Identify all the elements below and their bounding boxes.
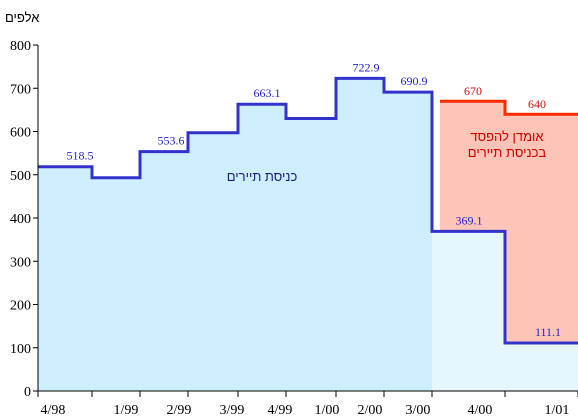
x-tick-label: 3/99 [220,403,245,418]
loss-data-label: 640 [528,97,546,111]
x-tick-label: 4/98 [41,403,66,418]
x-tick-label: 2/00 [358,403,383,418]
x-tick-label: 4/00 [468,403,493,418]
y-tick-label: 600 [10,126,31,141]
y-tick-label: 100 [10,342,31,357]
data-label: 553.6 [158,134,185,148]
y-tick-label: 300 [10,255,31,270]
chart-areas [38,78,578,391]
x-tick-label: 2/99 [167,403,192,418]
y-tick-label: 700 [10,82,31,97]
y-tick-label: 200 [10,299,31,314]
data-label: 722.9 [353,60,380,74]
actual-entries-annotation: כניסת תיירים [227,169,298,184]
loss-data-label: 670 [464,84,482,98]
actual-area [38,78,432,391]
x-tick-label: 3/00 [406,403,431,418]
y-tick-label: 400 [10,212,31,227]
x-tick-label: 4/99 [268,403,293,418]
data-label: 663.1 [254,86,281,100]
data-label: 111.1 [535,325,561,339]
chart-lines [38,76,578,345]
data-label: 369.1 [456,213,483,227]
y-tick-label: 0 [24,385,31,400]
x-tick-label: 1/01 [545,403,570,418]
x-tick-label: 1/99 [114,403,139,418]
data-label: 518.5 [67,149,94,163]
loss-estimate-line [440,99,578,116]
loss-estimate-annotation-line2: בכניסת תיירים [468,145,547,160]
chart-labels: 518.5 553.6 663.1 722.9 690.9 369.1 111.1 670 64… [67,60,562,339]
data-label: 690.9 [401,74,428,88]
loss-area [440,101,578,343]
y-tick-label: 500 [10,169,31,184]
y-tick-label: 800 [10,39,31,54]
y-unit-label: אלפים [5,10,39,25]
actual-entries-line [38,76,578,345]
x-tick-label: 1/00 [315,403,340,418]
chart-axes: 0 100 200 300 400 500 600 700 800 4/98 1/99 2/99 3/9… [10,39,578,418]
loss-estimate-annotation-line1: אומדן להפסד [470,129,543,144]
